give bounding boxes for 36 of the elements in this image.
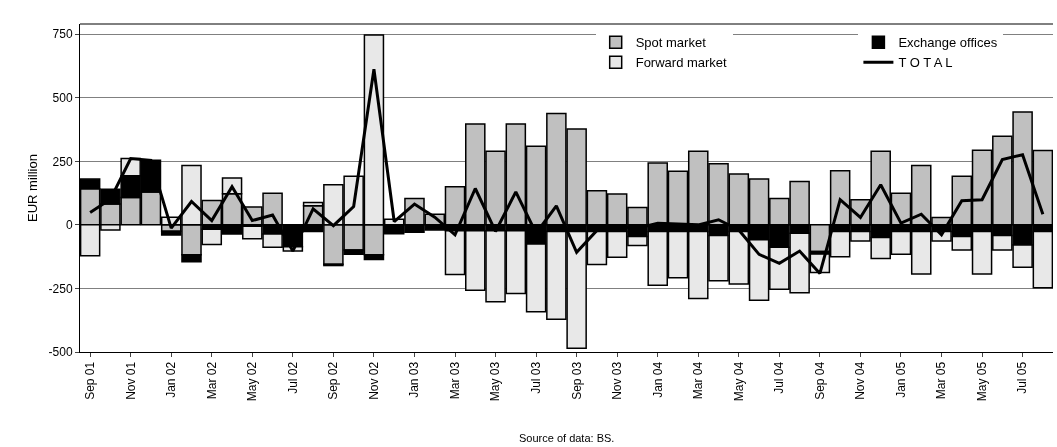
x-tick-label: Nov 02 bbox=[366, 361, 381, 400]
x-tick-label: May 03 bbox=[488, 361, 503, 402]
x-tick-label: Sep 02 bbox=[326, 361, 341, 400]
legend-label: Spot market bbox=[635, 35, 707, 51]
y-tick-label: 750 bbox=[52, 27, 73, 42]
x-tick-label: Nov 03 bbox=[610, 361, 625, 400]
x-tick-label: Nov 01 bbox=[123, 361, 138, 400]
x-tick-label: Jul 03 bbox=[528, 361, 543, 394]
x-tick-label: May 05 bbox=[974, 361, 989, 402]
legend-label: Exchange offices bbox=[898, 35, 998, 51]
x-tick-label: Jan 04 bbox=[650, 361, 665, 398]
y-tick-label: -500 bbox=[48, 345, 73, 360]
y-tick-label: 500 bbox=[52, 90, 73, 105]
x-tick-label: Mar 02 bbox=[204, 361, 219, 400]
x-tick-label: Jan 05 bbox=[893, 361, 908, 398]
y-tick-label: 0 bbox=[65, 218, 73, 233]
x-tick-label: May 02 bbox=[245, 361, 260, 402]
x-tick-label: Sep 01 bbox=[83, 361, 98, 400]
legend-label: Forward market bbox=[635, 55, 728, 71]
x-tick-label: Jul 05 bbox=[1015, 361, 1030, 394]
y-tick-label: 250 bbox=[52, 154, 73, 169]
y-axis-title: EUR million bbox=[24, 154, 40, 222]
x-tick-label: Sep 03 bbox=[569, 361, 584, 400]
x-tick-label: Mar 05 bbox=[934, 361, 949, 400]
x-tick-label: May 04 bbox=[731, 361, 746, 402]
source-note: Source of data: BS. bbox=[519, 432, 615, 444]
x-tick-label: Mar 04 bbox=[691, 361, 706, 400]
x-tick-label: Nov 04 bbox=[853, 361, 868, 400]
x-tick-label: Sep 04 bbox=[812, 361, 827, 400]
x-tick-label: Jul 04 bbox=[772, 361, 787, 394]
x-tick-label: Jan 02 bbox=[164, 361, 179, 398]
x-tick-label: Mar 03 bbox=[447, 361, 462, 400]
y-tick-label: -250 bbox=[48, 281, 73, 296]
legend-label: T O T A L bbox=[898, 55, 953, 71]
x-tick-label: Jan 03 bbox=[407, 361, 422, 398]
x-tick-label: Jul 02 bbox=[285, 361, 300, 394]
